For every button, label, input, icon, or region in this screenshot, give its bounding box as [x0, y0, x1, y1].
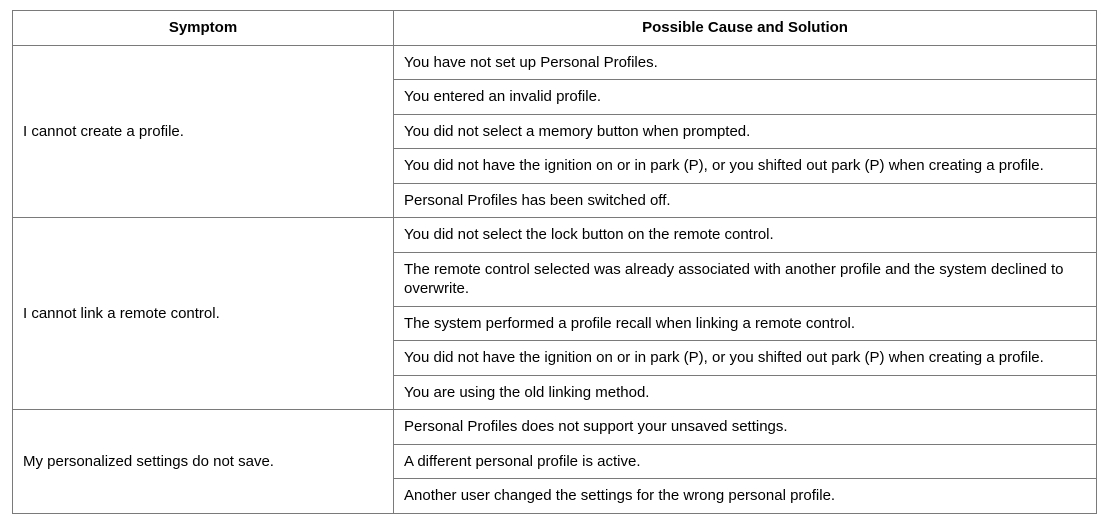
cause-cell: You did not have the ignition on or in p…	[394, 341, 1097, 376]
cause-cell: You did not have the ignition on or in p…	[394, 149, 1097, 184]
cause-cell: You entered an invalid profile.	[394, 80, 1097, 115]
header-cause: Possible Cause and Solution	[394, 11, 1097, 46]
cause-cell: The system performed a profile recall wh…	[394, 306, 1097, 341]
table-row: I cannot create a profile. You have not …	[13, 45, 1097, 80]
table-row: My personalized settings do not save. Pe…	[13, 410, 1097, 445]
cause-cell: You are using the old linking method.	[394, 375, 1097, 410]
symptom-cell: I cannot create a profile.	[13, 45, 394, 218]
header-symptom: Symptom	[13, 11, 394, 46]
table-header-row: Symptom Possible Cause and Solution	[13, 11, 1097, 46]
cause-cell: You have not set up Personal Profiles.	[394, 45, 1097, 80]
cause-cell: A different personal profile is active.	[394, 444, 1097, 479]
cause-cell: The remote control selected was already …	[394, 252, 1097, 306]
cause-cell: You did not select the lock button on th…	[394, 218, 1097, 253]
table-row: I cannot link a remote control. You did …	[13, 218, 1097, 253]
troubleshoot-table: Symptom Possible Cause and Solution I ca…	[12, 10, 1097, 514]
symptom-cell: My personalized settings do not save.	[13, 410, 394, 514]
page-container: Symptom Possible Cause and Solution I ca…	[0, 0, 1109, 524]
symptom-cell: I cannot link a remote control.	[13, 218, 394, 410]
cause-cell: You did not select a memory button when …	[394, 114, 1097, 149]
cause-cell: Personal Profiles does not support your …	[394, 410, 1097, 445]
cause-cell: Personal Profiles has been switched off.	[394, 183, 1097, 218]
cause-cell: Another user changed the settings for th…	[394, 479, 1097, 514]
